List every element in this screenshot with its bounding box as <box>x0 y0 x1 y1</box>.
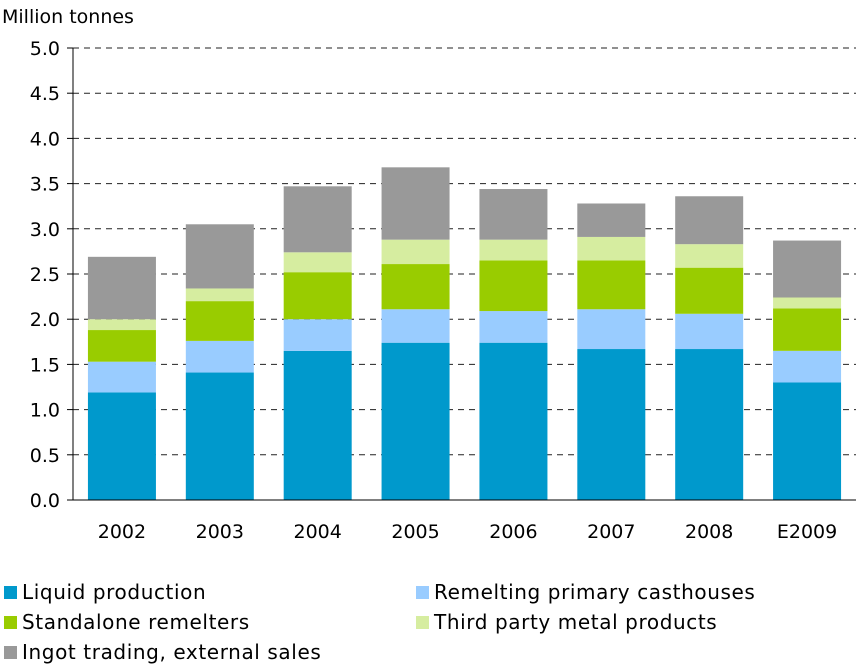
legend-item-ingot-trading: Ingot trading, external sales <box>4 640 321 664</box>
bar-segment <box>185 224 254 289</box>
y-axis-ticks: 0.0 0.5 1.0 1.5 2.0 2.5 3.0 3.5 4.0 4.5 5.0 <box>30 38 73 512</box>
legend: Liquid production Remelting primary cast… <box>0 575 864 670</box>
legend-swatch <box>4 645 17 659</box>
y-tick-label: 4.5 <box>30 83 60 105</box>
legend-item-remelting-primary-casthouses: Remelting primary casthouses <box>416 580 755 604</box>
legend-item-standalone-remelters: Standalone remelters <box>4 610 250 634</box>
bar-segment <box>185 372 254 500</box>
bar-segment <box>381 342 450 500</box>
bar-segment <box>773 350 842 383</box>
bar-segment <box>773 240 842 298</box>
bar-segment <box>283 319 352 351</box>
bar-segment <box>87 256 156 320</box>
bar-segment <box>87 319 156 331</box>
stacked-bar-chart: Million tonnes 0.0 0.5 1.0 1.5 2.0 2.5 3.0 3.5 4… <box>2 6 856 543</box>
bar-segment <box>675 313 744 350</box>
bar-segment <box>577 309 646 350</box>
bar-segment <box>87 361 156 393</box>
bar-segment <box>479 239 548 261</box>
y-tick-label: 5.0 <box>30 38 60 60</box>
bar-segment <box>773 297 842 309</box>
x-tick-label: 2005 <box>391 521 439 543</box>
legend-swatch <box>416 585 429 599</box>
legend-swatch <box>4 615 17 629</box>
legend-swatch <box>4 585 17 599</box>
legend-label: Third party metal products <box>434 610 718 634</box>
bars <box>87 167 842 500</box>
bar-segment <box>185 301 254 341</box>
bar-segment <box>479 189 548 240</box>
bar-segment <box>577 349 646 500</box>
y-tick-label: 2.5 <box>30 264 60 286</box>
legend-label: Ingot trading, external sales <box>22 640 322 664</box>
y-tick-label: 3.5 <box>30 174 60 196</box>
y-tick-label: 4.0 <box>30 128 60 150</box>
x-tick-label: 2002 <box>98 521 146 543</box>
bar-segment <box>773 308 842 351</box>
x-tick-label: 2006 <box>489 521 537 543</box>
y-tick-label: 2.0 <box>30 309 60 331</box>
bar-segment <box>577 260 646 310</box>
legend-item-liquid-production: Liquid production <box>4 580 206 604</box>
bar-segment <box>577 203 646 237</box>
bar-segment <box>675 244 744 268</box>
bar-segment <box>773 382 842 500</box>
bar-segment <box>381 167 450 240</box>
x-tick-label: 2007 <box>587 521 635 543</box>
x-axis-ticks: 2002 2003 2004 2005 2006 2007 2008 E2009 <box>98 521 837 543</box>
x-tick-label: 2004 <box>294 521 342 543</box>
y-tick-label: 0.5 <box>30 445 60 467</box>
x-tick-label: 2003 <box>196 521 244 543</box>
bar-segment <box>675 349 744 500</box>
bar-segment <box>283 186 352 253</box>
bar-segment <box>185 340 254 373</box>
x-tick-label: 2008 <box>685 521 733 543</box>
bar-segment <box>185 288 254 302</box>
y-tick-label: 3.0 <box>30 219 60 241</box>
bar-segment <box>283 252 352 273</box>
legend-label: Liquid production <box>22 580 207 604</box>
bar-segment <box>381 309 450 343</box>
y-axis-title: Million tonnes <box>2 6 134 28</box>
y-tick-label: 0.0 <box>30 490 60 512</box>
y-tick-label: 1.0 <box>30 400 60 422</box>
bar-segment <box>283 350 352 500</box>
bar-segment <box>87 392 156 500</box>
legend-item-third-party-metal-products: Third party metal products <box>416 610 717 634</box>
bar-segment <box>381 264 450 310</box>
x-tick-label: E2009 <box>777 521 837 543</box>
legend-label: Remelting primary casthouses <box>434 580 756 604</box>
bar-segment <box>479 311 548 343</box>
bar-segment <box>87 330 156 362</box>
bar-segment <box>283 272 352 320</box>
y-tick-label: 1.5 <box>30 354 60 376</box>
bar-segment <box>381 239 450 265</box>
bar-segment <box>675 267 744 314</box>
legend-label: Standalone remelters <box>22 610 250 634</box>
bar-segment <box>479 342 548 500</box>
bar-segment <box>675 196 744 245</box>
bar-segment <box>479 260 548 312</box>
legend-swatch <box>416 615 429 629</box>
bar-segment <box>577 236 646 261</box>
